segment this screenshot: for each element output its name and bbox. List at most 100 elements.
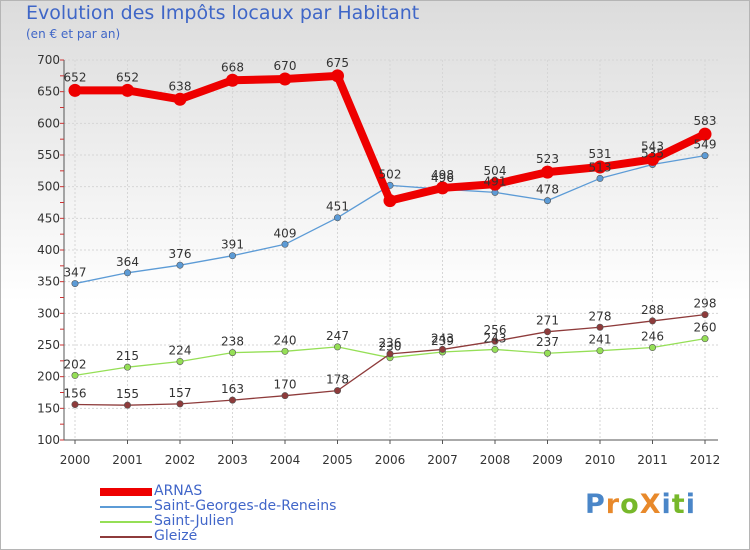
data-label: 376 <box>169 247 192 261</box>
data-label: 215 <box>116 349 139 363</box>
data-point <box>383 194 397 208</box>
data-point <box>68 83 82 97</box>
data-point <box>71 371 79 379</box>
series <box>68 69 712 409</box>
data-point <box>436 181 449 195</box>
y-tick-label: 100 <box>37 433 60 447</box>
x-tick-label: 2000 <box>60 453 91 467</box>
x-tick-label: 2006 <box>375 453 406 467</box>
data-labels: 347 364 376 391 409 451 502 496 491 478 513 535 549 2… <box>64 56 717 401</box>
data-label: 237 <box>536 335 559 349</box>
data-label: 364 <box>116 255 139 269</box>
x-tick-label: 2004 <box>270 453 301 467</box>
data-label: 298 <box>694 297 717 311</box>
series-saint-georges-de-reneins <box>71 152 709 288</box>
axes: 100 150 200 250 300 350 400 450 500 550 600 650 700 2… <box>37 53 720 467</box>
y-tick-label: 450 <box>37 211 60 225</box>
legend-swatch <box>100 536 152 538</box>
data-label: 260 <box>694 321 717 335</box>
x-tick-label: 2008 <box>480 453 511 467</box>
data-point <box>543 197 551 205</box>
data-label: 236 <box>379 336 402 350</box>
y-tick-label: 500 <box>37 180 60 194</box>
data-label: 202 <box>64 357 87 371</box>
chart-title: Evolution des Impôts locaux par Habitant <box>26 2 420 24</box>
data-label: 247 <box>326 329 349 343</box>
data-label: 238 <box>221 335 244 349</box>
legend-swatch <box>100 521 152 523</box>
logo-letter: P <box>585 489 606 520</box>
data-label: 498 <box>431 168 454 182</box>
data-point <box>701 152 709 160</box>
x-tick-label: 2009 <box>532 453 563 467</box>
data-label: 157 <box>169 386 192 400</box>
data-point <box>333 343 341 351</box>
data-label: 583 <box>694 114 717 128</box>
data-label: 504 <box>484 164 507 178</box>
data-label: 243 <box>484 331 507 345</box>
data-label: 239 <box>431 334 454 348</box>
data-point <box>281 347 289 355</box>
y-tick-label: 200 <box>37 370 60 384</box>
y-tick-label: 700 <box>37 53 60 67</box>
data-label: 243 <box>431 331 454 345</box>
data-label: 549 <box>694 138 717 152</box>
data-point <box>543 349 551 357</box>
data-label: 652 <box>116 70 139 84</box>
line-chart: 100 150 200 250 300 350 400 450 500 550 600 650 700 2… <box>37 53 720 467</box>
data-point <box>438 345 446 353</box>
y-tick-label: 350 <box>37 275 60 289</box>
data-point <box>176 357 184 365</box>
data-point <box>488 177 502 191</box>
logo-letter: o <box>620 489 640 520</box>
data-point <box>648 344 656 352</box>
data-label: 224 <box>169 343 192 357</box>
data-point <box>71 280 79 288</box>
data-label: 391 <box>221 238 244 252</box>
data-label: 163 <box>221 382 244 396</box>
data-point <box>491 337 499 345</box>
x-tick-label: 2002 <box>165 453 196 467</box>
y-tick-label: 650 <box>37 85 60 99</box>
series-arnas <box>68 69 712 208</box>
data-label: 256 <box>484 323 507 337</box>
data-label: 652 <box>64 70 87 84</box>
chart-subtitle: (en € et par an) <box>26 27 121 41</box>
data-point <box>646 152 659 166</box>
data-point <box>229 349 237 357</box>
data-point <box>701 335 709 343</box>
data-point <box>173 92 187 106</box>
data-point <box>386 350 394 358</box>
data-point <box>701 311 709 319</box>
y-tick-label: 300 <box>37 306 60 320</box>
data-label: 531 <box>589 147 612 161</box>
data-label: 409 <box>274 226 297 240</box>
data-point <box>176 400 184 408</box>
legend-label: Saint-Georges-de-Reneins <box>154 498 337 514</box>
data-label: 288 <box>641 303 664 317</box>
data-label: 170 <box>274 378 297 392</box>
data-point <box>596 323 604 331</box>
logo-letter: r <box>605 489 621 520</box>
logo-letter: X <box>639 489 662 520</box>
data-label: 241 <box>589 333 612 347</box>
logo-letter: i <box>685 489 696 520</box>
data-point <box>333 214 341 222</box>
data-point <box>281 392 289 400</box>
data-label: 496 <box>431 171 454 185</box>
data-label: 156 <box>64 387 87 401</box>
data-point <box>596 174 604 182</box>
x-tick-label: 2001 <box>112 453 143 467</box>
data-point <box>278 72 292 86</box>
legend-label: Gleizé <box>154 528 198 544</box>
data-label: 513 <box>589 160 612 174</box>
x-tick-label: 2010 <box>585 453 616 467</box>
data-label: 278 <box>589 309 612 323</box>
legend-label: Saint-Julien <box>154 513 234 529</box>
y-tick-label: 400 <box>37 243 60 257</box>
data-point <box>124 363 132 371</box>
legend-label: ARNAS <box>154 483 203 499</box>
series-gleiz- <box>71 311 709 409</box>
data-label: 675 <box>326 56 349 70</box>
data-label: 491 <box>484 174 507 188</box>
